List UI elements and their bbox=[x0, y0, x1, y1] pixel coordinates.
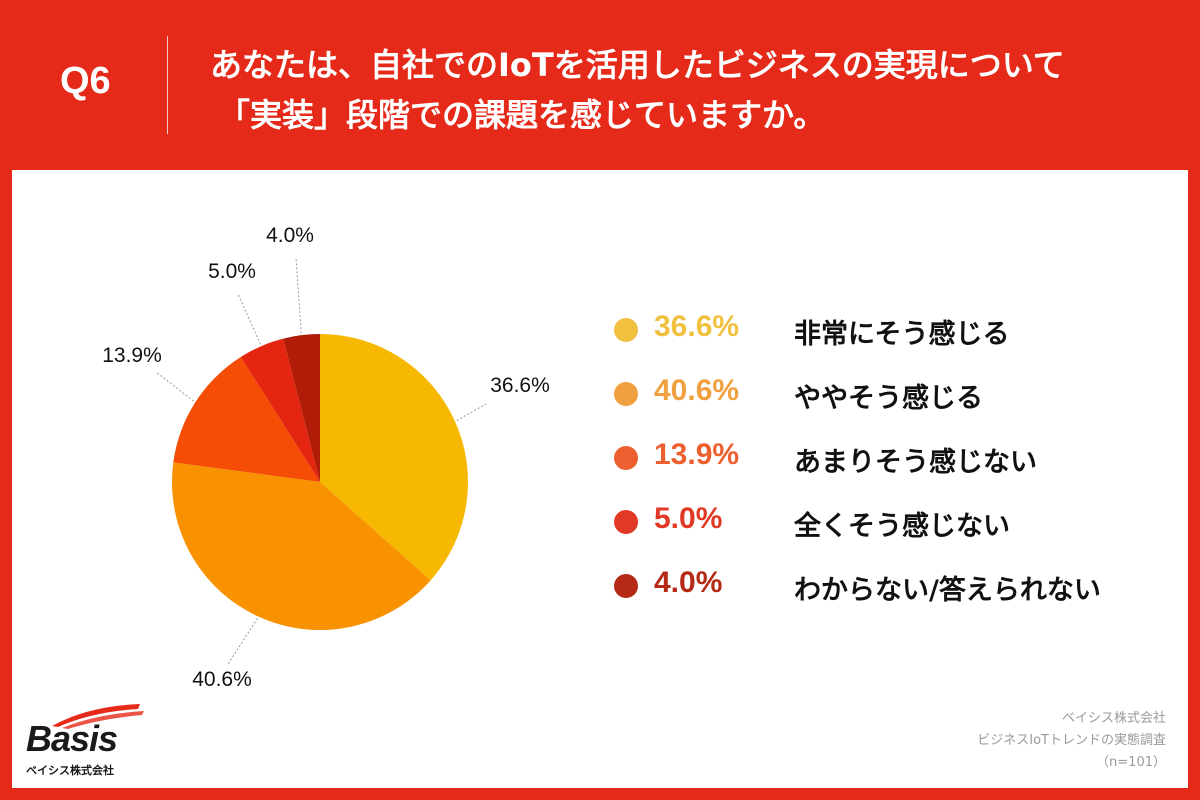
leader-line bbox=[456, 403, 487, 421]
header: Q6 あなたは、自社でのIoTを活用したビジネスの実現について 「実装」段階での… bbox=[0, 0, 1200, 170]
logo-swoosh-icon bbox=[52, 704, 144, 729]
slice-value-label: 5.0% bbox=[208, 260, 256, 283]
legend-label: 全くそう感じない bbox=[794, 511, 1010, 542]
source-note: ベイシス株式会社 ビジネスIoTトレンドの実態調査 （n=101） bbox=[977, 708, 1166, 774]
pie-slice bbox=[173, 356, 320, 482]
question-title-line1: あなたは、自社でのIoTを活用したビジネスの実現について bbox=[210, 46, 1065, 84]
leader-line bbox=[227, 618, 258, 665]
leader-line bbox=[155, 371, 194, 402]
legend-value: 40.6% bbox=[654, 374, 740, 407]
slice-value-label: 4.0% bbox=[266, 224, 314, 247]
slice-value-label: 40.6% bbox=[192, 668, 252, 691]
slice-value-label: 13.9% bbox=[102, 344, 162, 367]
legend-label: あまりそう感じない bbox=[794, 447, 1037, 478]
pie-slice bbox=[320, 334, 468, 581]
source-survey: ビジネスIoTトレンドの実態調査 bbox=[977, 733, 1166, 748]
source-company: ベイシス株式会社 bbox=[1061, 711, 1166, 726]
legend-value: 36.6% bbox=[654, 310, 740, 343]
logo-subtitle: ベイシス株式会社 bbox=[26, 764, 114, 777]
pie-slice bbox=[283, 334, 320, 482]
legend-label: ややそう感じる bbox=[794, 383, 983, 414]
legend-dot bbox=[614, 510, 638, 534]
logo-wordmark: Basis bbox=[26, 718, 118, 759]
question-title-line2: 「実装」段階での課題を感じていますか。 bbox=[218, 96, 826, 134]
company-logo: Basis ベイシス株式会社 bbox=[18, 700, 144, 780]
question-title: あなたは、自社でのIoTを活用したビジネスの実現について 「実装」段階での課題を… bbox=[210, 40, 1065, 140]
legend-dot bbox=[614, 574, 638, 598]
legend-dot bbox=[614, 446, 638, 470]
pie-slice bbox=[171, 462, 431, 630]
leader-line bbox=[295, 257, 302, 334]
leader-line bbox=[237, 293, 261, 345]
header-divider bbox=[167, 36, 168, 134]
legend-label: 非常にそう感じる bbox=[794, 319, 1010, 350]
question-number: Q6 bbox=[60, 60, 111, 102]
slice-value-label: 36.6% bbox=[490, 374, 550, 397]
legend-dot bbox=[614, 382, 638, 406]
legend-value: 4.0% bbox=[654, 566, 723, 599]
legend-label: わからない/答えられない bbox=[794, 575, 1101, 606]
source-sample: （n=101） bbox=[1096, 755, 1166, 770]
pie-slice bbox=[240, 338, 320, 482]
legend-value: 13.9% bbox=[654, 438, 740, 471]
legend-dot bbox=[614, 318, 638, 342]
legend-value: 5.0% bbox=[654, 502, 723, 535]
